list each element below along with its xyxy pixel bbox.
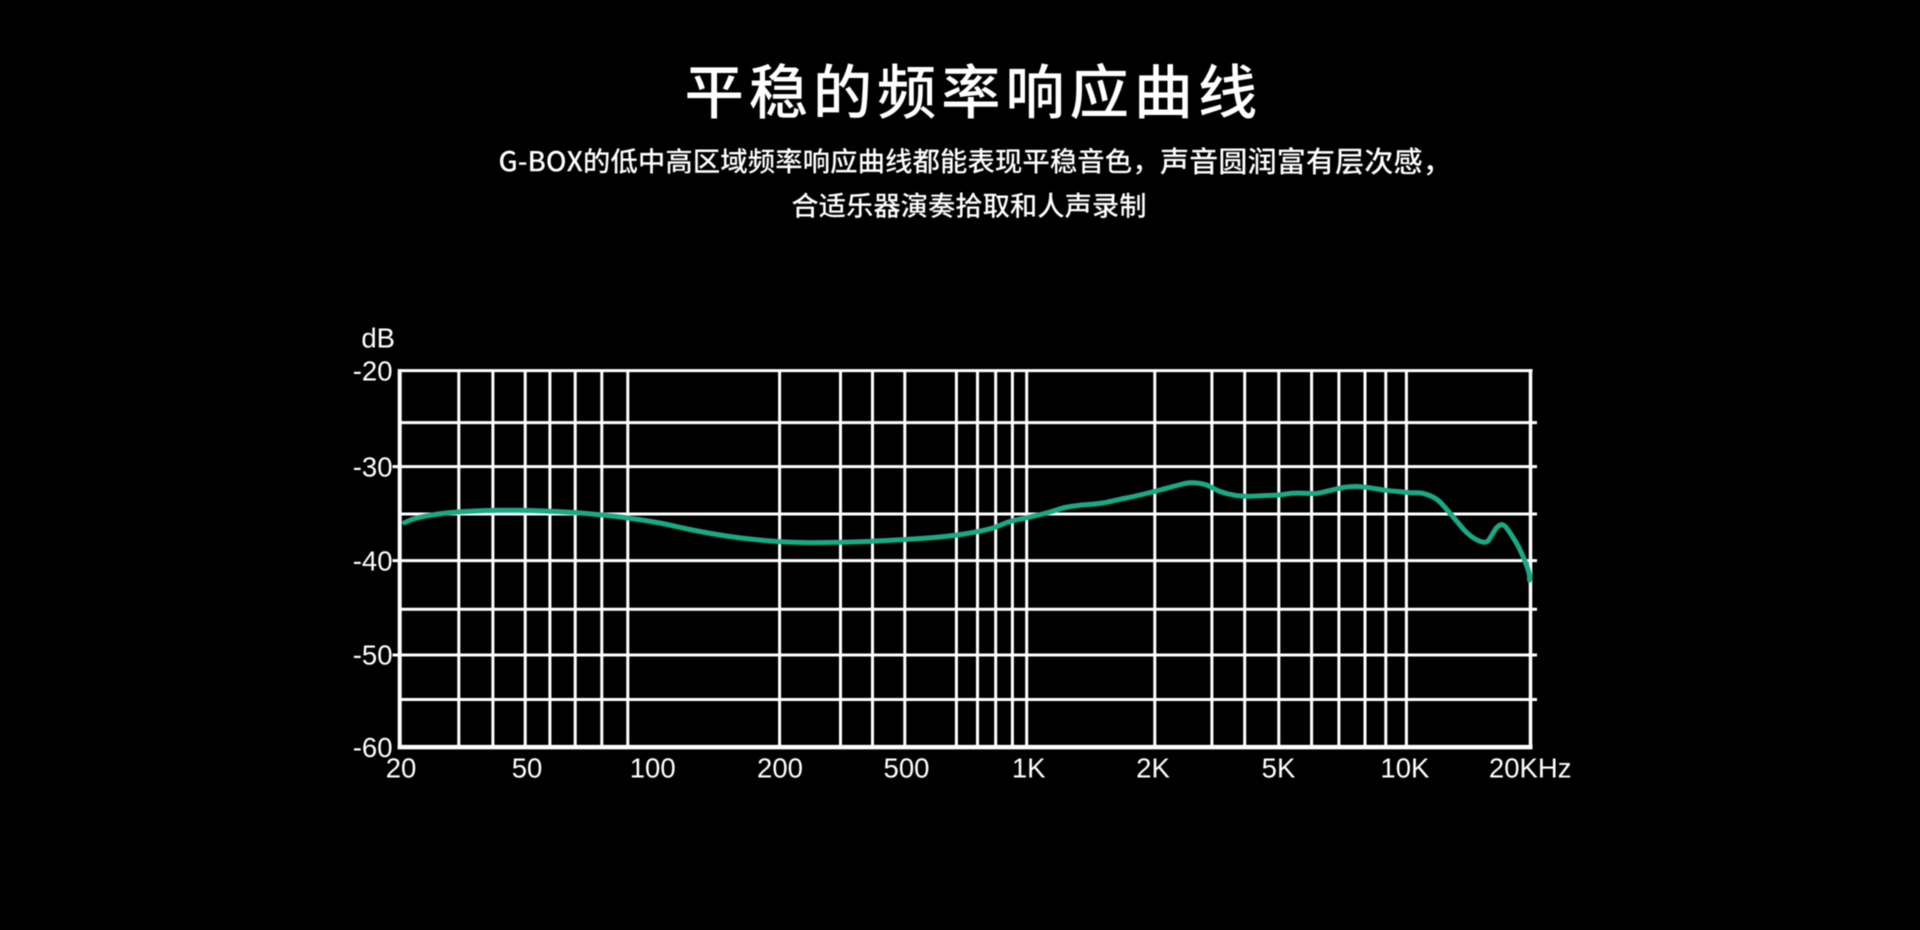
svg-text:200: 200	[757, 753, 803, 784]
svg-text:2K: 2K	[1136, 753, 1170, 784]
svg-text:100: 100	[630, 753, 676, 784]
svg-text:10K: 10K	[1380, 753, 1430, 784]
svg-text:50: 50	[512, 753, 543, 784]
svg-text:-50: -50	[353, 640, 393, 671]
svg-text:20KHz: 20KHz	[1489, 753, 1572, 784]
svg-text:1K: 1K	[1012, 753, 1046, 784]
svg-text:5K: 5K	[1262, 753, 1296, 784]
svg-text:-40: -40	[353, 545, 393, 576]
svg-text:dB: dB	[361, 322, 395, 353]
svg-text:20: 20	[386, 753, 417, 784]
svg-text:-30: -30	[353, 451, 393, 482]
svg-text:-20: -20	[353, 355, 393, 386]
svg-text:500: 500	[884, 753, 930, 784]
svg-text:-60: -60	[353, 732, 393, 763]
